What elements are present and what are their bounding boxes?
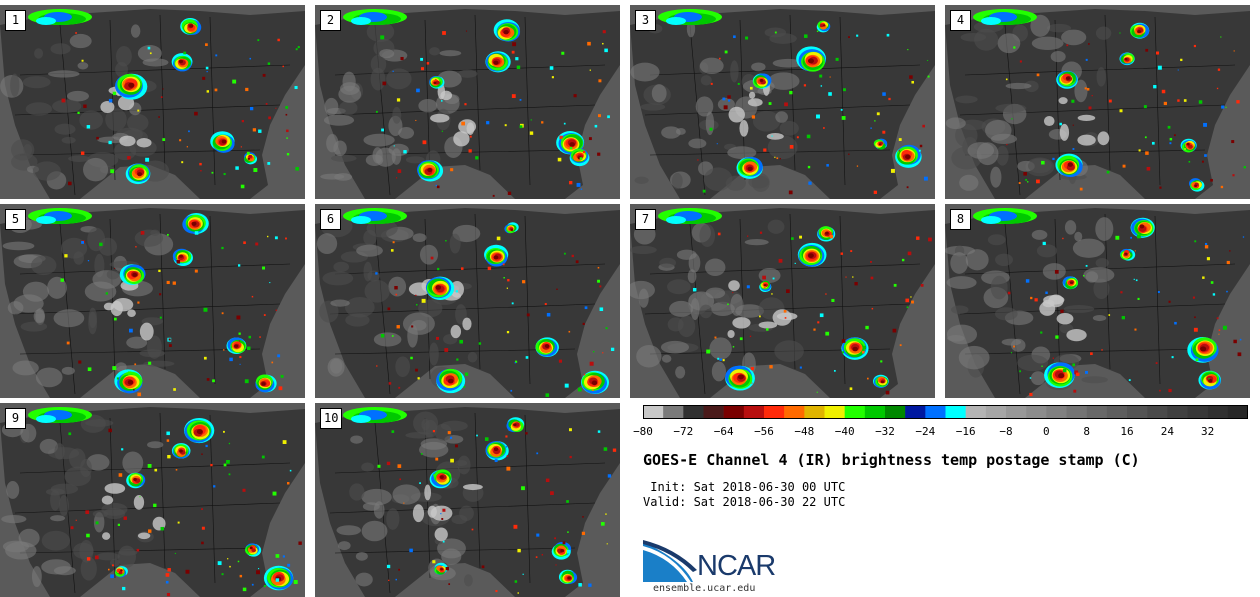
colorbar-segment <box>1127 405 1148 419</box>
colorbar-segment <box>1227 405 1248 419</box>
colorbar-segment <box>945 405 966 419</box>
panel-6[interactable]: 6 <box>315 204 620 398</box>
ncar-logo-text: NCAR <box>697 550 776 582</box>
satellite-map <box>630 204 935 398</box>
colorbar-tick-label: −32 <box>875 425 895 438</box>
satellite-map <box>945 204 1250 398</box>
panel-7[interactable]: 7 <box>630 204 935 398</box>
panel-number-label: 1 <box>5 10 26 31</box>
satellite-map <box>0 204 305 398</box>
colorbar-segment <box>1207 405 1229 419</box>
colorbar-tick-label: −16 <box>955 425 976 438</box>
panel-9[interactable]: 9 <box>0 403 305 597</box>
valid-time: Valid: Sat 2018-06-30 22 UTC <box>643 495 846 509</box>
satellite-map <box>0 403 305 597</box>
panel-2[interactable]: 2 <box>315 5 620 199</box>
colorbar-tick-label: 0 <box>1043 425 1050 438</box>
colorbar-tick-label: −48 <box>794 425 815 438</box>
colorbar-segment <box>1167 405 1188 419</box>
colorbar-tick-label: −72 <box>673 425 694 438</box>
colorbar-segment <box>864 405 886 419</box>
satellite-map <box>0 5 305 199</box>
init-time: Init: Sat 2018-06-30 00 UTC <box>643 480 846 494</box>
panel-number-label: 2 <box>320 10 341 31</box>
colorbar-segment <box>643 405 664 419</box>
colorbar-segment <box>703 405 724 419</box>
satellite-map <box>315 204 620 398</box>
colorbar-segment <box>885 405 906 419</box>
satellite-map <box>315 403 620 597</box>
colorbar-segment <box>683 405 704 419</box>
panel-number-label: 8 <box>950 209 971 230</box>
colorbar-tick-label: 24 <box>1160 425 1174 438</box>
colorbar-tick-label: 8 <box>1083 425 1090 438</box>
panel-number-label: 6 <box>320 209 341 230</box>
colorbar-segment <box>824 405 845 419</box>
colorbar-tick-label: −8 <box>999 425 1013 438</box>
colorbar-segment <box>1046 405 1067 419</box>
colorbar-segment <box>723 405 745 419</box>
panel-1[interactable]: 1 <box>0 5 305 199</box>
colorbar-segment <box>965 405 987 419</box>
panel-number-label: 7 <box>635 209 656 230</box>
satellite-map <box>315 5 620 199</box>
ncar-logo <box>643 540 697 582</box>
colorbar-segment <box>1086 405 1108 419</box>
panel-number-label: 9 <box>5 408 26 429</box>
colorbar-segment <box>804 405 825 419</box>
panel-10[interactable]: 10 <box>315 403 620 597</box>
colorbar-tick-label: 16 <box>1120 425 1134 438</box>
colorbar-segment <box>1147 405 1168 419</box>
panel-number-label: 4 <box>950 10 971 31</box>
colorbar-segment <box>1187 405 1208 419</box>
colorbar-tick-label: −56 <box>754 425 774 438</box>
plot-title: GOES-E Channel 4 (IR) brightness temp po… <box>643 451 1140 469</box>
panel-4[interactable]: 4 <box>945 5 1250 199</box>
colorbar-tick-label: −64 <box>713 425 734 438</box>
panel-number-label: 10 <box>320 408 343 429</box>
colorbar-segment <box>743 405 765 419</box>
ncar-url[interactable]: ensemble.ucar.edu <box>653 583 756 594</box>
colorbar-segment <box>905 405 926 419</box>
colorbar-segment <box>764 405 785 419</box>
colorbar-segment <box>1066 405 1087 419</box>
panel-number-label: 3 <box>635 10 656 31</box>
colorbar-tick-label: 32 <box>1201 425 1215 438</box>
panel-3[interactable]: 3 <box>630 5 935 199</box>
colorbar <box>643 405 1248 419</box>
colorbar-segment <box>925 405 946 419</box>
panel-number-label: 5 <box>5 209 26 230</box>
panel-5[interactable]: 5 <box>0 204 305 398</box>
colorbar-segment <box>844 405 866 419</box>
colorbar-segment <box>663 405 684 419</box>
colorbar-tick-label: −24 <box>915 425 936 438</box>
colorbar-segment <box>784 405 805 419</box>
colorbar-segment <box>1106 405 1128 419</box>
satellite-map <box>630 5 935 199</box>
colorbar-tick-label: −80 <box>633 425 653 438</box>
colorbar-segment <box>985 405 1007 419</box>
panel-8[interactable]: 8 <box>945 204 1250 398</box>
colorbar-segment <box>1026 405 1047 419</box>
colorbar-segment <box>1006 405 1027 419</box>
satellite-map <box>945 5 1250 199</box>
colorbar-tick-label: −40 <box>834 425 855 438</box>
